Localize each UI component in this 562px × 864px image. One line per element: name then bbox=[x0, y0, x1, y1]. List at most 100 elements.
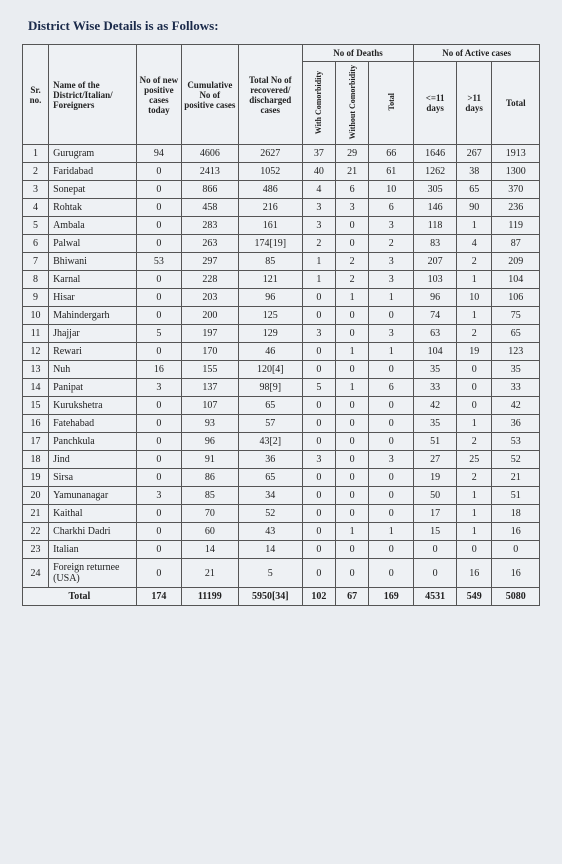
cell-name: Panchkula bbox=[49, 433, 137, 451]
table-row: 15Kurukshetra01076500042042 bbox=[23, 397, 540, 415]
cell-g11: 267 bbox=[456, 145, 492, 163]
th-rec: Total No of recovered/ discharged cases bbox=[238, 45, 302, 145]
cell-l11: 17 bbox=[414, 505, 457, 523]
cell-rec: 98[9] bbox=[238, 379, 302, 397]
th-cum: Cumulative No of positive cases bbox=[181, 45, 238, 145]
cell-g11: 0 bbox=[456, 397, 492, 415]
cell-sr: 16 bbox=[23, 415, 49, 433]
cell-woc: 3 bbox=[335, 199, 368, 217]
cell-name: Palwal bbox=[49, 235, 137, 253]
cell-woc: 2 bbox=[335, 253, 368, 271]
cell-new: 0 bbox=[136, 199, 181, 217]
cell-at: 52 bbox=[492, 451, 540, 469]
table-row: 10Mahindergarh020012500074175 bbox=[23, 307, 540, 325]
cell-sr: 11 bbox=[23, 325, 49, 343]
cell-name: Ambala bbox=[49, 217, 137, 235]
cell-name: Sirsa bbox=[49, 469, 137, 487]
page-title: District Wise Details is as Follows: bbox=[28, 18, 540, 34]
cell-at: 51 bbox=[492, 487, 540, 505]
cell-l11: 1262 bbox=[414, 163, 457, 181]
cell-sr: 14 bbox=[23, 379, 49, 397]
cell-at: 370 bbox=[492, 181, 540, 199]
cell-at: 87 bbox=[492, 235, 540, 253]
table-row: 22Charkhi Dadri0604301115116 bbox=[23, 523, 540, 541]
cell-wc: 0 bbox=[302, 487, 335, 505]
cell-rec: 46 bbox=[238, 343, 302, 361]
cell-wc: 4 bbox=[302, 181, 335, 199]
cell-l11: 27 bbox=[414, 451, 457, 469]
cell-dt: 0 bbox=[369, 433, 414, 451]
cell-at: 209 bbox=[492, 253, 540, 271]
cell-name: Italian bbox=[49, 541, 137, 559]
cell-rec: 85 bbox=[238, 253, 302, 271]
cell-name: Faridabad bbox=[49, 163, 137, 181]
cell-dt: 1 bbox=[369, 523, 414, 541]
cell-at: 35 bbox=[492, 361, 540, 379]
cell-g11: 10 bbox=[456, 289, 492, 307]
table-row: 24Foreign returnee (USA)021500001616 bbox=[23, 559, 540, 588]
cell-name: Rohtak bbox=[49, 199, 137, 217]
cell-sr: 5 bbox=[23, 217, 49, 235]
cell-g11: 0 bbox=[456, 541, 492, 559]
cell-new: 0 bbox=[136, 397, 181, 415]
cell-l11: 83 bbox=[414, 235, 457, 253]
cell-g11: 90 bbox=[456, 199, 492, 217]
cell-woc: 0 bbox=[335, 487, 368, 505]
cell-dt: 0 bbox=[369, 505, 414, 523]
cell-dt: 0 bbox=[369, 469, 414, 487]
total-g11: 549 bbox=[456, 588, 492, 606]
th-deaths-total: Total bbox=[369, 62, 414, 145]
cell-at: 1913 bbox=[492, 145, 540, 163]
cell-cum: 21 bbox=[181, 559, 238, 588]
cell-name: Foreign returnee (USA) bbox=[49, 559, 137, 588]
cell-g11: 1 bbox=[456, 271, 492, 289]
cell-sr: 9 bbox=[23, 289, 49, 307]
cell-name: Karnal bbox=[49, 271, 137, 289]
cell-rec: 34 bbox=[238, 487, 302, 505]
cell-woc: 0 bbox=[335, 361, 368, 379]
total-row: Total 174 11199 5950[34] 102 67 169 4531… bbox=[23, 588, 540, 606]
cell-woc: 0 bbox=[335, 217, 368, 235]
cell-l11: 35 bbox=[414, 415, 457, 433]
cell-wc: 1 bbox=[302, 253, 335, 271]
total-l11: 4531 bbox=[414, 588, 457, 606]
cell-woc: 0 bbox=[335, 469, 368, 487]
total-cum: 11199 bbox=[181, 588, 238, 606]
cell-cum: 4606 bbox=[181, 145, 238, 163]
cell-wc: 5 bbox=[302, 379, 335, 397]
cell-wc: 0 bbox=[302, 415, 335, 433]
cell-cum: 137 bbox=[181, 379, 238, 397]
cell-l11: 103 bbox=[414, 271, 457, 289]
cell-cum: 86 bbox=[181, 469, 238, 487]
cell-l11: 42 bbox=[414, 397, 457, 415]
cell-wc: 3 bbox=[302, 199, 335, 217]
cell-wc: 0 bbox=[302, 361, 335, 379]
table-row: 18Jind09136303272552 bbox=[23, 451, 540, 469]
cell-name: Jind bbox=[49, 451, 137, 469]
cell-woc: 0 bbox=[335, 451, 368, 469]
cell-woc: 1 bbox=[335, 343, 368, 361]
cell-rec: 2627 bbox=[238, 145, 302, 163]
table-row: 11Jhajjar519712930363265 bbox=[23, 325, 540, 343]
cell-woc: 0 bbox=[335, 505, 368, 523]
table-row: 5Ambala02831613031181119 bbox=[23, 217, 540, 235]
cell-woc: 0 bbox=[335, 307, 368, 325]
cell-dt: 1 bbox=[369, 343, 414, 361]
cell-wc: 0 bbox=[302, 505, 335, 523]
cell-new: 3 bbox=[136, 487, 181, 505]
cell-new: 0 bbox=[136, 181, 181, 199]
cell-g11: 2 bbox=[456, 433, 492, 451]
cell-new: 0 bbox=[136, 217, 181, 235]
cell-l11: 19 bbox=[414, 469, 457, 487]
cell-new: 0 bbox=[136, 343, 181, 361]
cell-rec: 129 bbox=[238, 325, 302, 343]
cell-dt: 6 bbox=[369, 379, 414, 397]
cell-sr: 24 bbox=[23, 559, 49, 588]
cell-at: 42 bbox=[492, 397, 540, 415]
cell-g11: 1 bbox=[456, 415, 492, 433]
cell-woc: 0 bbox=[335, 559, 368, 588]
table-row: 19Sirsa0866500019221 bbox=[23, 469, 540, 487]
cell-wc: 0 bbox=[302, 397, 335, 415]
cell-wc: 0 bbox=[302, 307, 335, 325]
cell-rec: 125 bbox=[238, 307, 302, 325]
